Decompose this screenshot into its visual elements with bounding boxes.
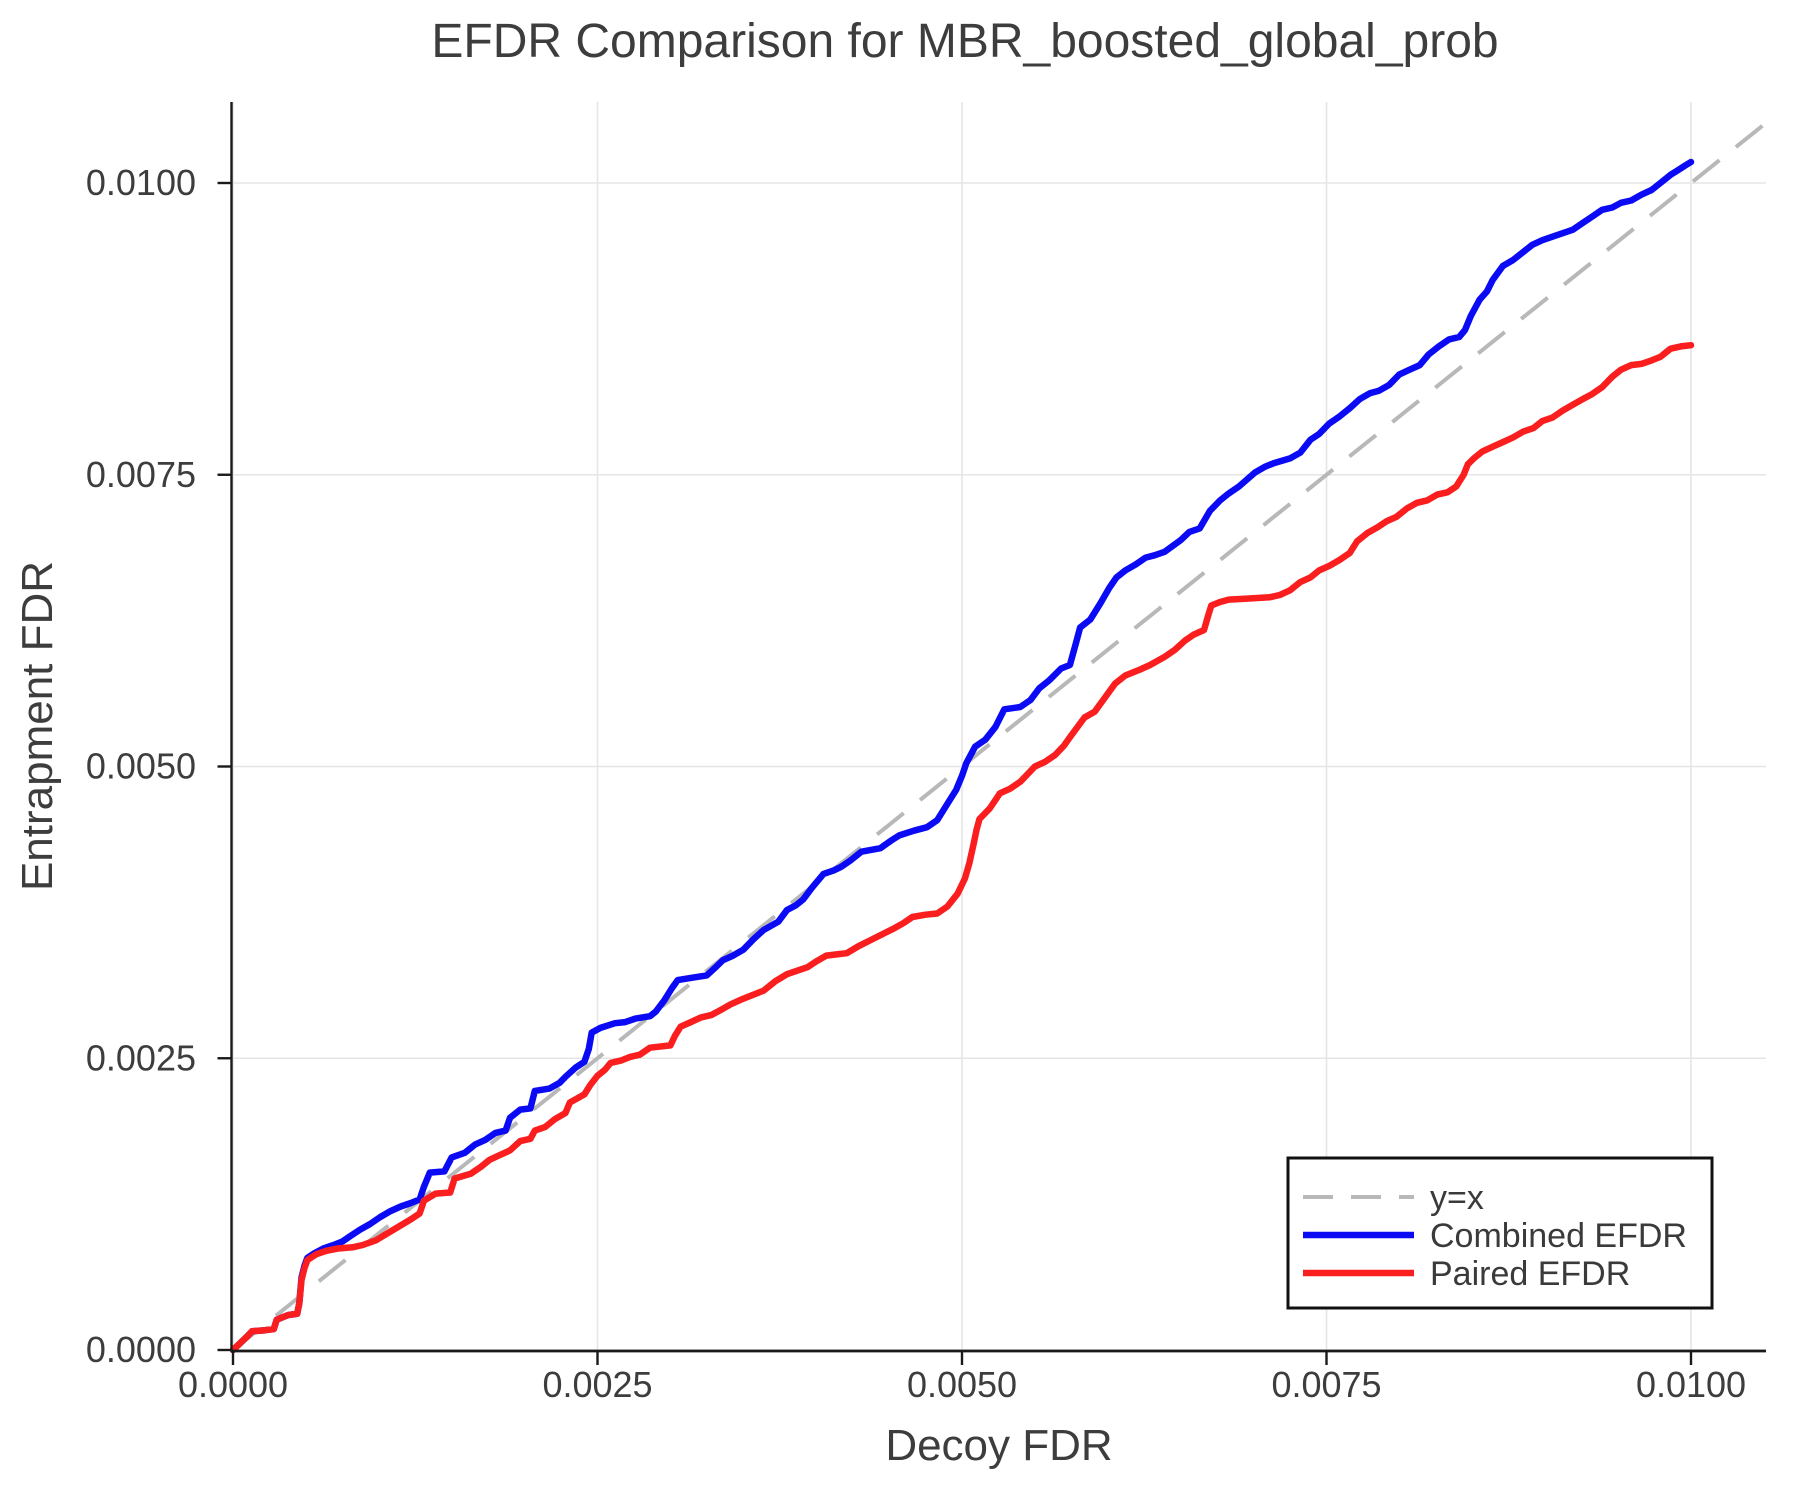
x-tick-label: 0.0100 <box>1636 1364 1746 1405</box>
chart-title: EFDR Comparison for MBR_boosted_global_p… <box>431 15 1498 68</box>
legend-label: y=x <box>1430 1179 1484 1217</box>
tick-marks <box>217 181 1693 1365</box>
y-tick-label: 0.0050 <box>86 746 196 787</box>
y-tick-label: 0.0025 <box>86 1037 196 1078</box>
y-tick-label: 0.0075 <box>86 454 196 495</box>
combined-efdr-line <box>229 158 1695 1354</box>
y-tick-label: 0.0100 <box>86 162 196 203</box>
paired-efdr-line <box>229 341 1695 1354</box>
legend-label: Combined EFDR <box>1430 1217 1687 1255</box>
y-axis-label: Entrapment FDR <box>13 561 62 891</box>
x-tick-label: 0.0075 <box>1271 1364 1381 1405</box>
x-tick-label: 0.0000 <box>178 1364 288 1405</box>
x-axis-label: Decoy FDR <box>885 1421 1112 1470</box>
legend-label: Paired EFDR <box>1430 1255 1630 1293</box>
y-tick-label: 0.0000 <box>86 1329 196 1370</box>
tick-labels: 0.0000 0.0025 0.0050 0.0075 0.0100 0.0000 0.00… <box>86 162 1746 1405</box>
axes-spines <box>230 102 1766 1353</box>
x-tick-label: 0.0050 <box>907 1364 1017 1405</box>
x-tick-label: 0.0025 <box>542 1364 652 1405</box>
series-layer <box>229 158 1695 1354</box>
